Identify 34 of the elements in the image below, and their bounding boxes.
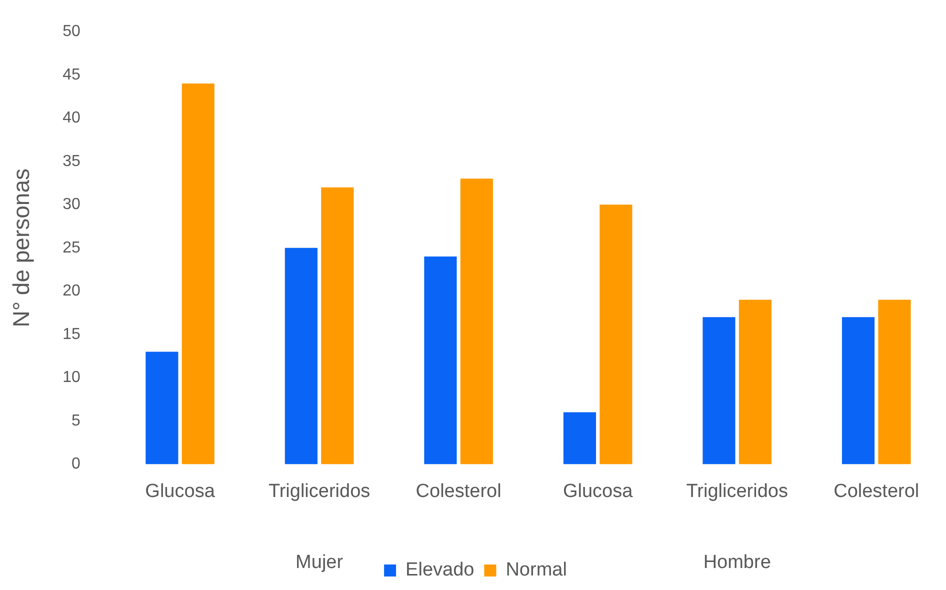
x-tick-label: Colesterol xyxy=(416,480,502,502)
bar xyxy=(182,84,214,464)
y-tick-label: 0 xyxy=(71,456,80,473)
y-tick-label: 15 xyxy=(62,326,80,343)
y-tick-label: 30 xyxy=(62,196,80,214)
y-tick-label: 45 xyxy=(62,66,80,84)
x-tick-label: Glucosa xyxy=(145,480,216,502)
y-tick-label: 50 xyxy=(62,23,80,40)
y-tick-label: 5 xyxy=(71,412,80,430)
x-tick-label: Colesterol xyxy=(834,480,920,502)
bar xyxy=(600,204,632,464)
bar xyxy=(702,317,736,464)
y-axis-title: N° de personas xyxy=(8,168,34,328)
x-tick-label: Glucosa xyxy=(562,480,634,502)
bar xyxy=(321,187,354,464)
bar xyxy=(460,178,493,464)
bar xyxy=(563,412,596,464)
bar xyxy=(424,256,457,464)
y-tick-label: 20 xyxy=(62,282,80,300)
y-tick-label: 10 xyxy=(62,369,80,386)
legend-label: Normal xyxy=(506,560,567,581)
bar xyxy=(284,248,318,464)
legend-label: Elevado xyxy=(406,560,474,581)
bar xyxy=(738,300,772,464)
bar xyxy=(878,300,911,464)
text: Hombre xyxy=(703,552,771,574)
bar xyxy=(842,317,875,464)
y-tick-label: 35 xyxy=(62,152,80,170)
x-tick-label: Trigliceridos xyxy=(268,480,370,502)
y-tick-label: 25 xyxy=(62,239,80,256)
bar xyxy=(146,352,178,464)
x-tick-label: Trigliceridos xyxy=(686,480,788,502)
y-tick-label: 40 xyxy=(62,110,80,127)
text: Mujer xyxy=(296,552,344,574)
